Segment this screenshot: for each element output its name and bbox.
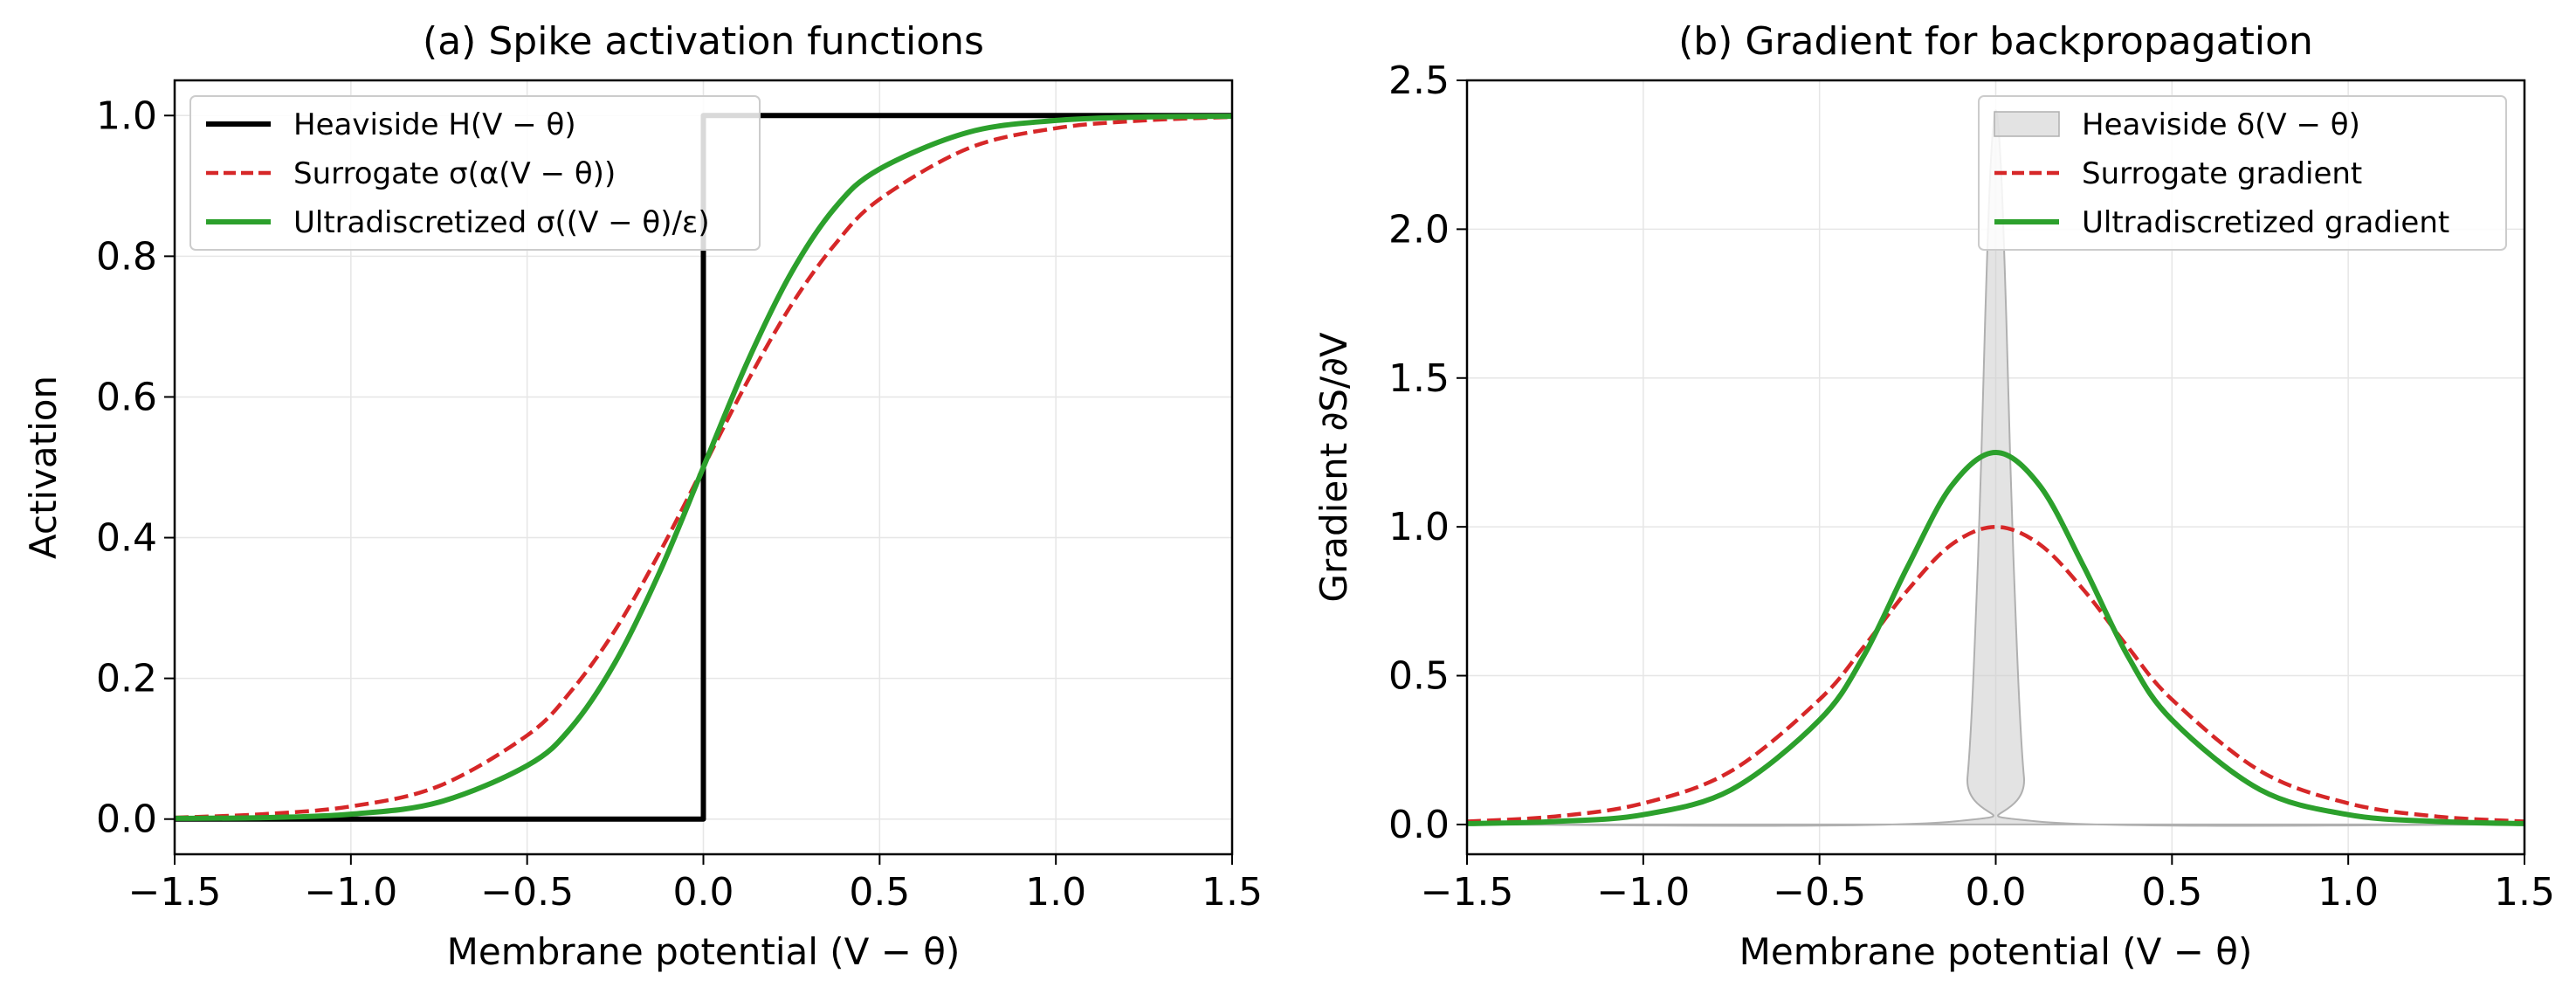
x-tick-label: 0.0 (673, 870, 734, 915)
chart-b-y-axis-label: Gradient ∂S/∂V (1312, 332, 1355, 602)
x-tick-label: −1.5 (1421, 870, 1514, 915)
x-tick-label: 1.5 (2494, 870, 2555, 915)
chart-b: −1.5 −1.0 −0.5 0.0 0.5 1.0 1.5 0.0 0.5 1.0 1.5 2.0 2… (1312, 19, 2555, 973)
y-tick-label: 1.5 (1388, 356, 1450, 401)
legend-box (1978, 95, 2507, 251)
x-tick-label: −1.0 (1596, 870, 1690, 915)
x-tick-label: 0.5 (849, 870, 910, 915)
series-surrogate-b-line (1467, 524, 2524, 824)
y-tick-label: 0.2 (96, 657, 157, 701)
legend-label: Heaviside H(V − θ) (293, 107, 576, 142)
y-tick-label: 0.8 (96, 234, 157, 279)
y-tick-label: 1.0 (1388, 505, 1450, 549)
x-tick-label: 1.5 (1202, 870, 1263, 915)
y-tick-label: 0.6 (96, 375, 157, 419)
ticks-a: −1.5 −1.0 −0.5 0.0 0.5 1.0 1.5 0.0 0.2 0.4 0.6 0.8 1… (96, 93, 1263, 915)
legend-label: Ultradiscretized σ((V − θ)/ε) (293, 205, 710, 240)
chart-b-title: (b) Gradient for backpropagation (1678, 19, 2313, 64)
series-ultradiscretized-b-line (1467, 450, 2524, 826)
x-tick-label: 0.5 (2141, 870, 2202, 915)
legend-swatch (1994, 111, 2060, 137)
chart-b-x-axis-label: Membrane potential (V − θ) (1739, 930, 2253, 973)
y-tick-label: 1.0 (96, 93, 157, 138)
chart-a-x-axis-label: Membrane potential (V − θ) (447, 930, 961, 973)
x-tick-label: −0.5 (480, 870, 574, 915)
x-tick-label: 1.0 (1025, 870, 1086, 915)
chart-a-title: (a) Spike activation functions (423, 19, 984, 64)
chart-a-y-axis-label: Activation (22, 376, 65, 559)
legend-box (189, 95, 761, 251)
y-tick-label: 0.5 (1388, 654, 1450, 699)
x-tick-label: 0.0 (1966, 870, 2027, 915)
y-tick-label: 2.5 (1388, 59, 1450, 103)
y-tick-label: 0.0 (1388, 803, 1450, 847)
legend-a: Heaviside H(V − θ) Surrogate σ(α(V − θ)) U… (189, 95, 761, 251)
x-tick-label: −1.0 (304, 870, 397, 915)
ticks-b: −1.5 −1.0 −0.5 0.0 0.5 1.0 1.5 0.0 0.5 1.0 1.5 2.0 2… (1388, 59, 2555, 915)
y-tick-label: 0.4 (96, 516, 157, 561)
legend-label: Surrogate σ(α(V − θ)) (293, 156, 616, 191)
plot-area-a (175, 113, 1232, 822)
y-tick-label: 0.0 (96, 797, 157, 842)
legend-label: Surrogate gradient (2082, 156, 2362, 191)
chart-a: −1.5 −1.0 −0.5 0.0 0.5 1.0 1.5 0.0 0.2 0.4 0.6 0.8 1… (22, 19, 1263, 973)
legend-b: Heaviside δ(V − θ) Surrogate gradient Ultr… (1978, 95, 2507, 251)
x-tick-label: −1.5 (128, 870, 222, 915)
legend-label: Heaviside δ(V − θ) (2082, 107, 2360, 142)
y-tick-label: 2.0 (1388, 207, 1450, 252)
x-tick-label: 1.0 (2318, 870, 2379, 915)
legend-label: Ultradiscretized gradient (2082, 205, 2449, 240)
x-tick-label: −0.5 (1773, 870, 1866, 915)
series-ultradiscretized-a-line (175, 114, 1232, 821)
